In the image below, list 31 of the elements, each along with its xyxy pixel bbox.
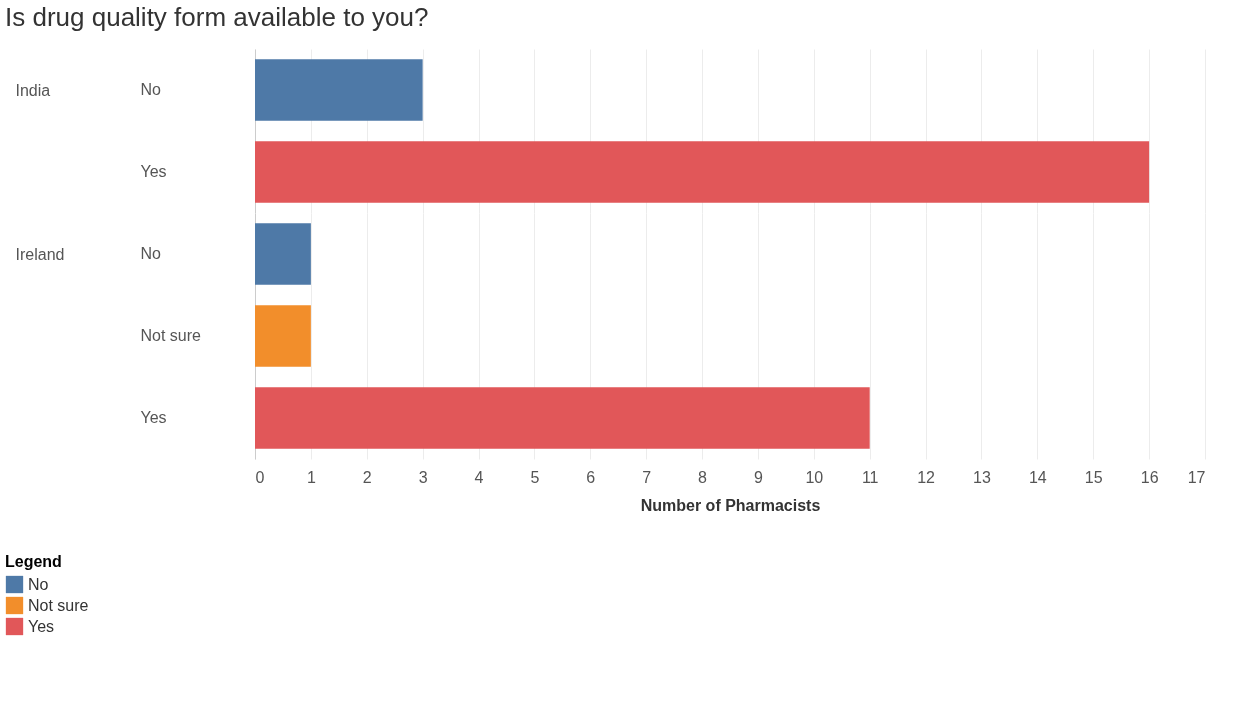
y-axis-title: India — [15, 81, 51, 99]
x-tick-label: 4 — [474, 468, 484, 486]
x-tick-label: 6 — [586, 468, 596, 486]
y-tick-label: No — [140, 81, 162, 98]
y-axis-title: Ireland — [15, 245, 65, 263]
legend-label: Yes — [28, 617, 55, 635]
x-tick-label: 9 — [753, 468, 763, 486]
x-tick-label: 8 — [698, 468, 708, 486]
x-tick-label: 7 — [642, 468, 652, 486]
y-tick-label: Yes — [140, 409, 167, 426]
x-tick-label: 12 — [917, 468, 936, 486]
x-tick-label: 17 — [1187, 468, 1206, 486]
x-tick-label: 2 — [362, 468, 372, 486]
x-tick-label: 16 — [1140, 468, 1159, 486]
chart-title: Is drug quality form available to you? — [5, 2, 429, 32]
x-axis-title: Number of Pharmacists — [640, 496, 821, 514]
x-tick-label: 14 — [1028, 468, 1047, 486]
y-tick-label: Yes — [140, 163, 167, 180]
x-tick-label: 5 — [530, 468, 540, 486]
y-tick-label: Not sure — [140, 327, 202, 344]
legend-title: Legend — [5, 553, 62, 570]
x-tick-label: 0 — [255, 468, 265, 486]
x-tick-label: 1 — [306, 468, 316, 486]
x-tick-label: 10 — [805, 468, 824, 486]
legend-label: No — [28, 575, 49, 593]
legend-label: Not sure — [28, 596, 89, 614]
x-tick-label: 13 — [973, 468, 991, 486]
x-tick-label: 15 — [1084, 468, 1103, 486]
y-tick-label: No — [140, 245, 162, 262]
x-tick-label: 11 — [861, 468, 879, 486]
x-tick-label: 3 — [418, 468, 428, 486]
